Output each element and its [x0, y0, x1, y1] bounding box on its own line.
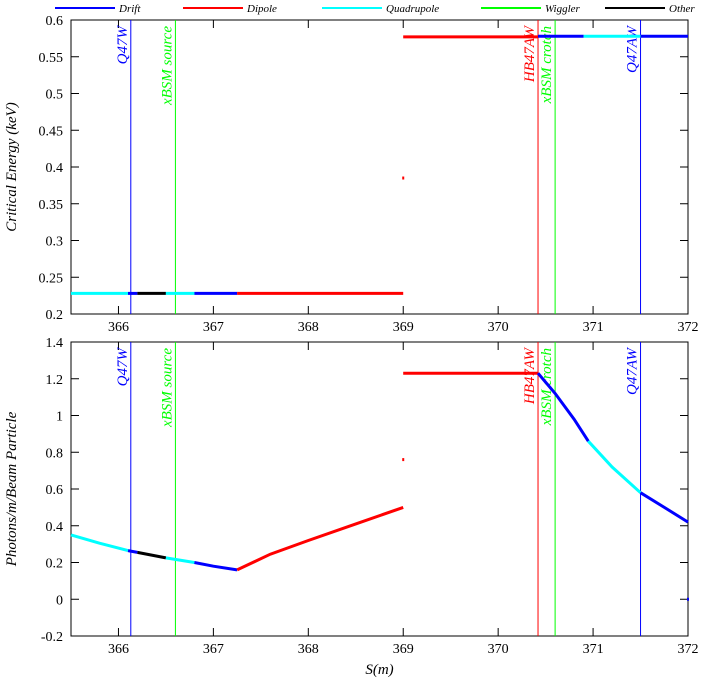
- y-tick-label: 0.2: [46, 308, 64, 323]
- y-tick-label: 1: [56, 410, 63, 425]
- x-tick-label: 371: [583, 642, 604, 657]
- marker-label: Q47W: [115, 346, 131, 386]
- y-tick-label: 0.6: [46, 483, 64, 498]
- y-axis-label: Photons/m/Beam Particle: [4, 411, 20, 567]
- x-tick-label: 372: [678, 642, 699, 657]
- legend-label-dipole: Dipole: [246, 3, 277, 15]
- y-tick-label: 0.5: [46, 88, 64, 103]
- y-tick-label: -0.2: [41, 630, 63, 645]
- series-line-quadrupole: [165, 556, 195, 564]
- series-line-quadrupole: [587, 440, 642, 494]
- y-tick-label: 0.4: [46, 161, 64, 176]
- x-tick-label: 370: [488, 320, 509, 335]
- x-tick-label: 370: [488, 642, 509, 657]
- series-point-drift: [687, 597, 689, 601]
- x-tick-label: 372: [678, 320, 699, 335]
- legend-label-quadrupole: Quadrupole: [386, 3, 439, 15]
- x-tick-label: 369: [393, 320, 414, 335]
- series-line-quadrupole: [70, 533, 129, 553]
- x-tick-label: 368: [298, 320, 319, 335]
- legend: Drift Dipole Quadrupole Wiggler Other: [55, 3, 695, 15]
- x-tick-label: 368: [298, 642, 319, 657]
- series-line-drift: [127, 549, 138, 554]
- x-axis-label: S(m): [365, 662, 393, 678]
- marker-label: xBSM crotch: [539, 26, 555, 104]
- legend-label-drift: Drift: [118, 3, 141, 15]
- x-tick-label: 369: [393, 642, 414, 657]
- marker-label: xBSM source: [159, 348, 175, 428]
- y-tick-label: 0.4: [46, 520, 64, 535]
- marker-label: xBSM crotch: [539, 348, 555, 426]
- x-tick-label: 371: [583, 320, 604, 335]
- series-line-drift: [639, 491, 689, 524]
- x-tick-label: 367: [203, 320, 224, 335]
- legend-label-wiggler: Wiggler: [545, 3, 581, 15]
- series-point-dipole: [402, 176, 405, 180]
- marker-label: HB47AW: [522, 347, 538, 406]
- marker-label: Q47W: [115, 24, 131, 64]
- y-tick-label: 0.8: [46, 446, 64, 461]
- x-tick-label: 367: [203, 642, 224, 657]
- marker-label: Q47AW: [625, 24, 641, 72]
- y-tick-label: 0.2: [46, 557, 64, 572]
- y-tick-label: 0: [56, 593, 63, 608]
- x-tick-label: 366: [108, 642, 129, 657]
- marker-label: xBSM source: [159, 26, 175, 106]
- y-tick-label: 1.2: [46, 373, 64, 388]
- y-tick-label: 0.6: [46, 14, 64, 29]
- y-tick-label: 0.25: [39, 271, 64, 286]
- y-tick-label: 0.45: [39, 124, 64, 139]
- y-tick-label: 0.3: [46, 235, 64, 250]
- y-tick-label: 0.55: [39, 51, 64, 66]
- y-axis-label: Critical Energy (keV): [4, 102, 20, 231]
- series-line-other: [137, 550, 167, 560]
- x-tick-label: 366: [108, 320, 129, 335]
- photons-panel: 366 367 368 369 370 371 372 -0.2 0 0.2 0.4 0.6 0.8 1 1…: [4, 336, 699, 678]
- y-tick-label: 0.35: [39, 198, 64, 213]
- y-tick-label: 1.4: [46, 336, 64, 351]
- series-point-dipole: [402, 458, 405, 462]
- critical-energy-panel: 366 367 368 369 370 371 372 0.2 0.25 0.3 0.35 0.4 0.…: [4, 14, 699, 335]
- legend-label-other: Other: [669, 3, 695, 15]
- series-line-drift: [194, 561, 238, 572]
- marker-label: Q47AW: [625, 346, 641, 394]
- series-line-drift: [536, 372, 590, 443]
- marker-label: HB47AW: [522, 25, 538, 84]
- series-line-dipole: [236, 505, 404, 572]
